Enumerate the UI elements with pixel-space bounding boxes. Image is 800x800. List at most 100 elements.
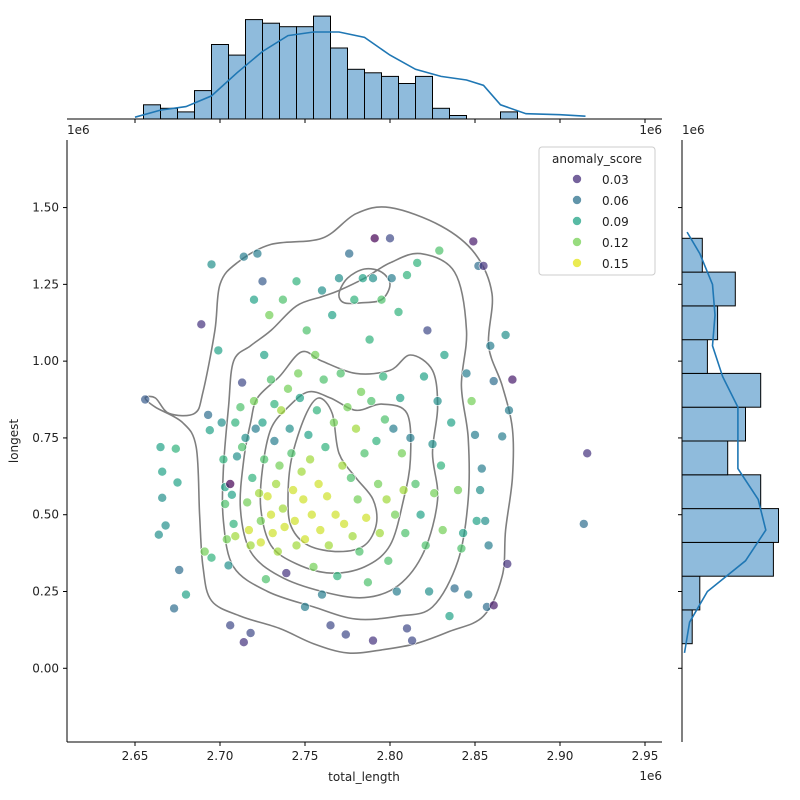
scatter-point bbox=[262, 491, 273, 502]
scatter-point bbox=[453, 485, 463, 495]
scatter-point bbox=[160, 520, 171, 531]
scatter-point bbox=[352, 494, 363, 505]
scatter-point bbox=[312, 405, 322, 416]
scatter-point bbox=[267, 528, 278, 538]
scatter-point bbox=[351, 423, 361, 434]
top-hist-bar bbox=[398, 83, 416, 120]
scatter-point bbox=[174, 565, 184, 575]
top-hist-bar bbox=[177, 111, 195, 120]
scatter-point bbox=[284, 423, 295, 434]
scatter-point bbox=[250, 423, 261, 434]
scatter-point bbox=[402, 270, 412, 280]
scatter-point bbox=[419, 371, 429, 382]
top-hist-bar bbox=[262, 22, 280, 120]
y-axis-label: longest bbox=[7, 419, 21, 464]
right-hist-offset-label: 1e6 bbox=[682, 123, 705, 137]
y-axis-ticks: 0.00 0.25 0.50 0.75 1.00 1.25 1.50 bbox=[32, 201, 67, 675]
top-hist-offset-label-left: 1e6 bbox=[67, 123, 90, 137]
scatter-point bbox=[305, 454, 315, 465]
scatter-point bbox=[199, 546, 210, 557]
legend-title: anomaly_score bbox=[552, 152, 642, 166]
scatter-points bbox=[140, 233, 593, 648]
x-axis-ticks: 2.65 2.70 2.75 2.80 2.85 2.90 2.95 bbox=[122, 742, 658, 763]
scatter-point bbox=[385, 233, 395, 244]
scatter-point bbox=[449, 583, 460, 594]
top-hist-bar bbox=[381, 75, 399, 120]
legend-box bbox=[538, 146, 656, 276]
scatter-point bbox=[364, 334, 375, 345]
scatter-point bbox=[485, 340, 496, 351]
scatter-point bbox=[480, 516, 491, 526]
top-hist-bar bbox=[364, 72, 382, 120]
scatter-point bbox=[434, 245, 445, 256]
scatter-point bbox=[232, 451, 242, 462]
top-hist-bar bbox=[296, 26, 314, 120]
scatter-point bbox=[436, 460, 446, 471]
right-hist-bar bbox=[681, 440, 729, 476]
scatter-point bbox=[157, 466, 167, 477]
scatter-point bbox=[203, 410, 213, 420]
scatter-point bbox=[247, 473, 258, 483]
scatter-point bbox=[334, 273, 344, 284]
scatter-point bbox=[205, 425, 215, 436]
scatter-point bbox=[225, 620, 235, 631]
scatter-point bbox=[206, 552, 217, 563]
scatter-point bbox=[374, 528, 385, 538]
scatter-point bbox=[310, 350, 321, 360]
right-hist-ticks bbox=[678, 207, 682, 669]
scatter-point bbox=[259, 350, 270, 360]
scatter-point bbox=[223, 560, 234, 571]
top-hist-bar bbox=[500, 111, 518, 120]
scatter-point bbox=[269, 399, 280, 409]
scatter-point bbox=[228, 519, 239, 529]
top-hist-bar bbox=[415, 75, 433, 120]
scatter-point bbox=[475, 485, 485, 495]
scatter-point bbox=[371, 436, 382, 446]
scatter-point bbox=[381, 494, 392, 505]
scatter-point bbox=[412, 258, 423, 268]
scatter-point bbox=[437, 525, 448, 535]
scatter-point bbox=[400, 528, 411, 538]
scatter-point bbox=[272, 546, 283, 557]
scatter-point bbox=[339, 519, 349, 529]
scatter-point bbox=[340, 629, 351, 640]
scatter-point bbox=[415, 509, 426, 520]
x-tick-label: 2.80 bbox=[377, 749, 404, 763]
scatter-point bbox=[245, 540, 256, 551]
scatter-point bbox=[357, 273, 368, 284]
scatter-point bbox=[470, 430, 480, 440]
scatter-point bbox=[213, 345, 224, 356]
scatter-point bbox=[444, 611, 455, 621]
scatter-point bbox=[220, 499, 230, 509]
scatter-point bbox=[298, 494, 309, 505]
legend-entry-label: 0.06 bbox=[602, 194, 629, 208]
scatter-point bbox=[281, 568, 292, 578]
scatter-point bbox=[329, 417, 339, 428]
scatter-point bbox=[466, 396, 477, 406]
scatter-point bbox=[390, 509, 400, 520]
scatter-point bbox=[446, 417, 457, 428]
scatter-point bbox=[405, 433, 416, 443]
scatter-point bbox=[315, 525, 326, 535]
x-tick-label: 2.85 bbox=[462, 749, 489, 763]
scatter-point bbox=[154, 529, 164, 540]
right-marginal-histogram bbox=[681, 231, 779, 654]
scatter-point bbox=[295, 393, 305, 403]
legend-entry-label: 0.09 bbox=[602, 215, 629, 229]
contour-level-6 bbox=[338, 267, 391, 305]
scatter-point bbox=[306, 509, 317, 520]
scatter-point bbox=[239, 637, 249, 648]
y-tick-label: 1.50 bbox=[32, 201, 59, 215]
scatter-point bbox=[318, 374, 329, 385]
top-hist-bar bbox=[245, 19, 263, 120]
top-hist-ticks bbox=[134, 119, 646, 123]
scatter-point bbox=[395, 393, 406, 403]
scatter-point bbox=[230, 417, 241, 428]
legend-marker bbox=[572, 174, 582, 184]
scatter-point bbox=[240, 433, 251, 443]
scatter-point bbox=[422, 325, 433, 336]
top-hist-bar bbox=[194, 90, 212, 120]
scatter-point bbox=[276, 405, 287, 416]
right-hist-kde bbox=[683, 231, 767, 654]
